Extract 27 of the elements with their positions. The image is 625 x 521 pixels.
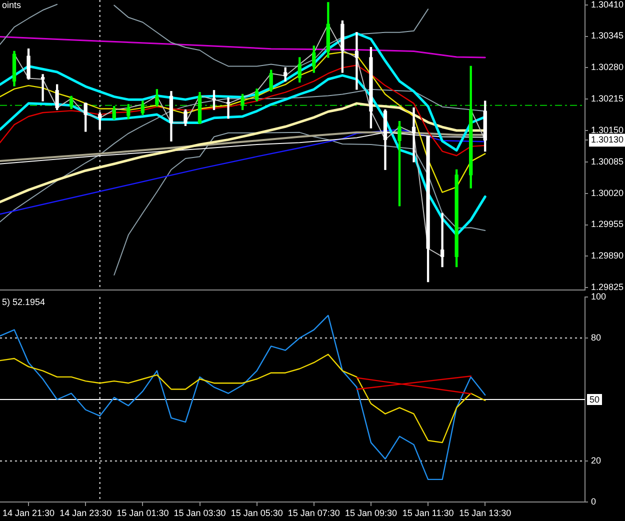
x-tick-label: 14 Jan 23:30 [60, 508, 112, 518]
ref-line-label: 50 [590, 394, 600, 404]
y-tick-label: 0 [591, 496, 596, 506]
y-tick-label: 1.30130 [591, 134, 624, 145]
y-tick-label: 1.30085 [591, 156, 624, 166]
x-tick-label: 14 Jan 21:30 [2, 508, 55, 518]
x-tick-label: 15 Jan 01:30 [116, 508, 169, 518]
y-tick-label: 1.30345 [591, 30, 624, 41]
y-tick-label: 1.29890 [591, 250, 624, 261]
y-tick-label: 1.30150 [591, 124, 624, 135]
annotation: 5) 52.1954 [2, 296, 46, 307]
x-tick-label: 15 Jan 11:30 [402, 508, 454, 518]
y-tick-label: 20 [591, 455, 602, 466]
x-tick-label: 15 Jan 03:30 [174, 508, 226, 518]
y-tick-label: 1.29955 [591, 219, 624, 230]
y-tick-label: 1.30410 [591, 0, 624, 10]
y-tick-label: 80 [591, 332, 602, 342]
y-tick-label: 1.29825 [591, 282, 624, 292]
annotation: oints [2, 0, 22, 10]
x-tick-label: 15 Jan 13:30 [459, 508, 512, 518]
y-tick-label: 100 [591, 291, 606, 302]
y-tick-label: 1.30020 [591, 188, 624, 198]
y-tick-label: 1.30280 [591, 62, 624, 72]
x-tick-label: 15 Jan 09:30 [344, 508, 397, 518]
y-tick-label: 1.30215 [591, 94, 624, 104]
x-tick-label: 15 Jan 07:30 [288, 508, 340, 518]
x-tick-label: 15 Jan 05:30 [230, 508, 283, 518]
